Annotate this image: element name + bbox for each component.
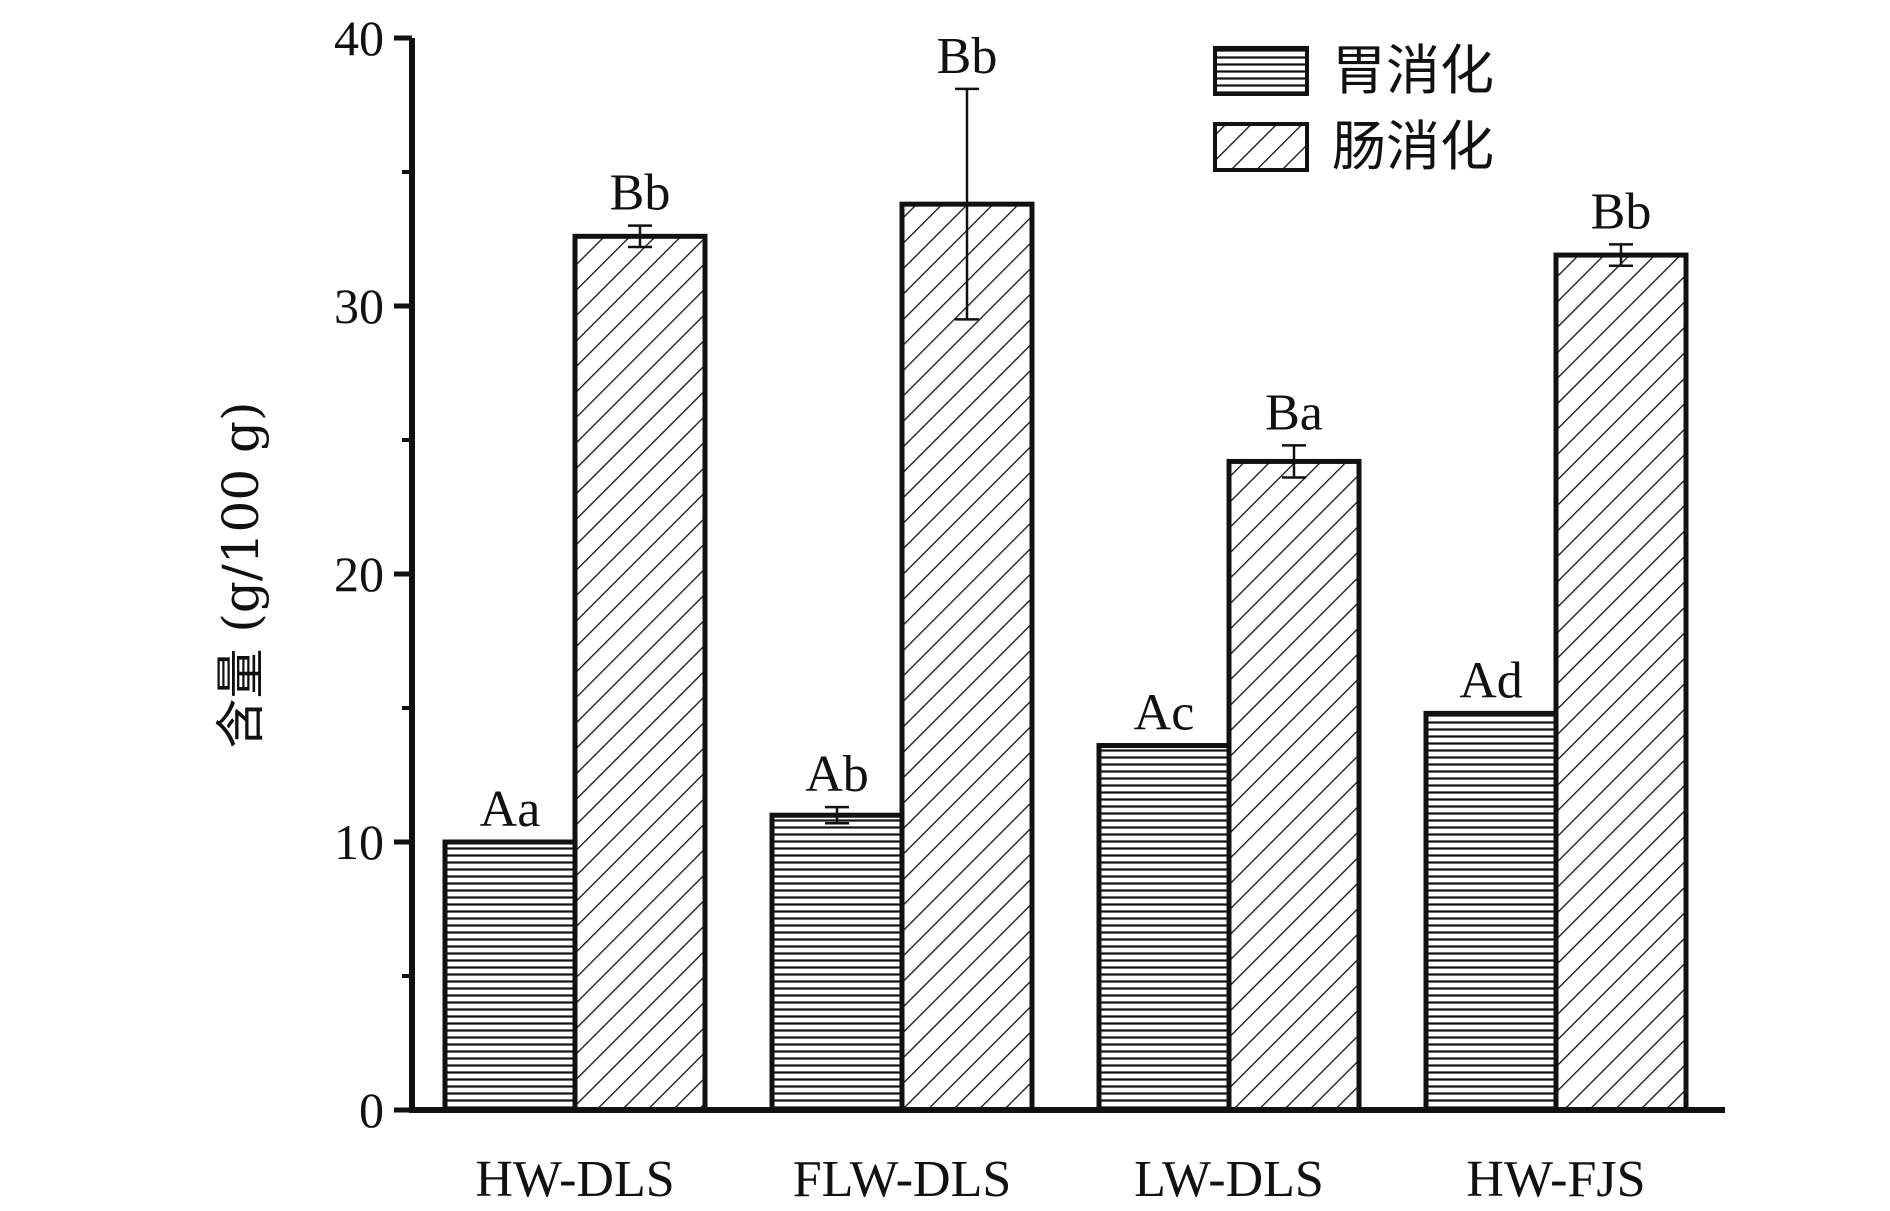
data-label: Bb: [937, 28, 998, 85]
y-tick-label: 10: [334, 814, 384, 870]
data-label: Ad: [1459, 652, 1523, 709]
x-tick-label: FLW-DLS: [793, 1151, 1012, 1208]
data-label: Ab: [805, 746, 869, 803]
x-tick-label: LW-DLS: [1134, 1151, 1324, 1208]
y-tick-label: 40: [334, 10, 384, 66]
bars-layer: [442, 87, 1689, 1113]
labels-layer: Aa Bb HW-DLS Ab Bb FLW-DLS Ac Ba LW-DLS Ad Bb HW-FJ…: [475, 28, 1651, 1208]
bar-gastric-flw-dls: [769, 812, 905, 1113]
legend-label: 胃消化: [1332, 39, 1494, 102]
bar-gastric-lw-dls: [1096, 743, 1232, 1113]
y-tick-label: 20: [334, 546, 384, 602]
legend-label: 肠消化: [1332, 115, 1494, 178]
x-tick-label: HW-DLS: [475, 1151, 674, 1208]
y-axis-label: 含量 (g/100 g): [212, 401, 270, 748]
y-tick-label: 0: [359, 1082, 384, 1138]
bar-gastric-hw-dls: [442, 839, 578, 1113]
data-label: Aa: [480, 781, 541, 838]
x-tick-label: HW-FJS: [1466, 1151, 1645, 1208]
legend-swatch-intestinal: [1213, 122, 1309, 172]
bar-intestinal-hw-fjs: [1553, 252, 1689, 1113]
data-label: Ba: [1265, 384, 1323, 441]
axes-layer: 0 10 20 30 40: [334, 10, 1725, 1138]
bar-intestinal-hw-dls: [572, 233, 708, 1113]
bar-gastric-hw-fjs: [1423, 710, 1559, 1113]
bar-intestinal-lw-dls: [1226, 458, 1362, 1113]
y-tick-label: 30: [334, 278, 384, 334]
bar-intestinal-flw-dls: [899, 201, 1035, 1113]
data-label: Bb: [610, 165, 671, 222]
data-label: Ac: [1134, 685, 1195, 742]
legend-swatch-gastric: [1213, 46, 1309, 96]
data-label: Bb: [1591, 183, 1652, 240]
